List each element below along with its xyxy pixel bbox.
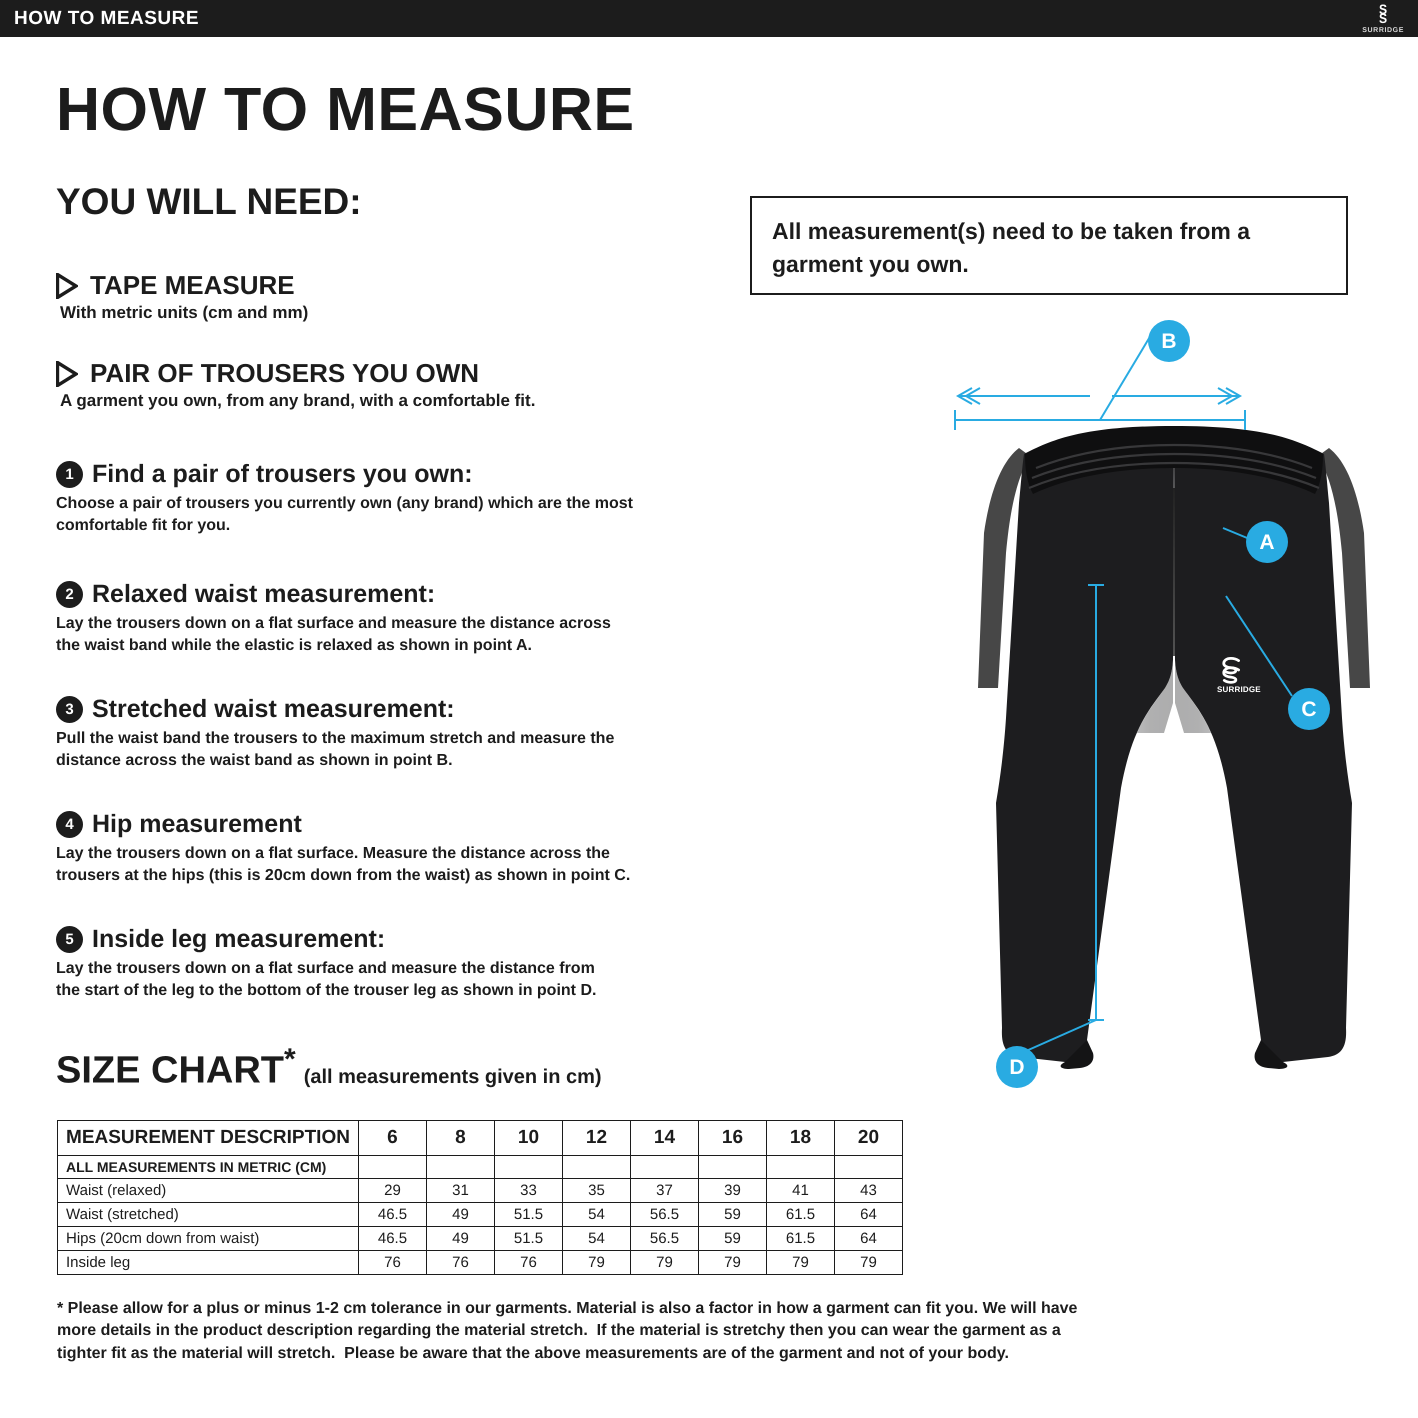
- svg-text:S: S: [1379, 11, 1387, 25]
- svg-text:B: B: [1161, 330, 1176, 353]
- svg-text:SURRIDGE: SURRIDGE: [1217, 685, 1261, 694]
